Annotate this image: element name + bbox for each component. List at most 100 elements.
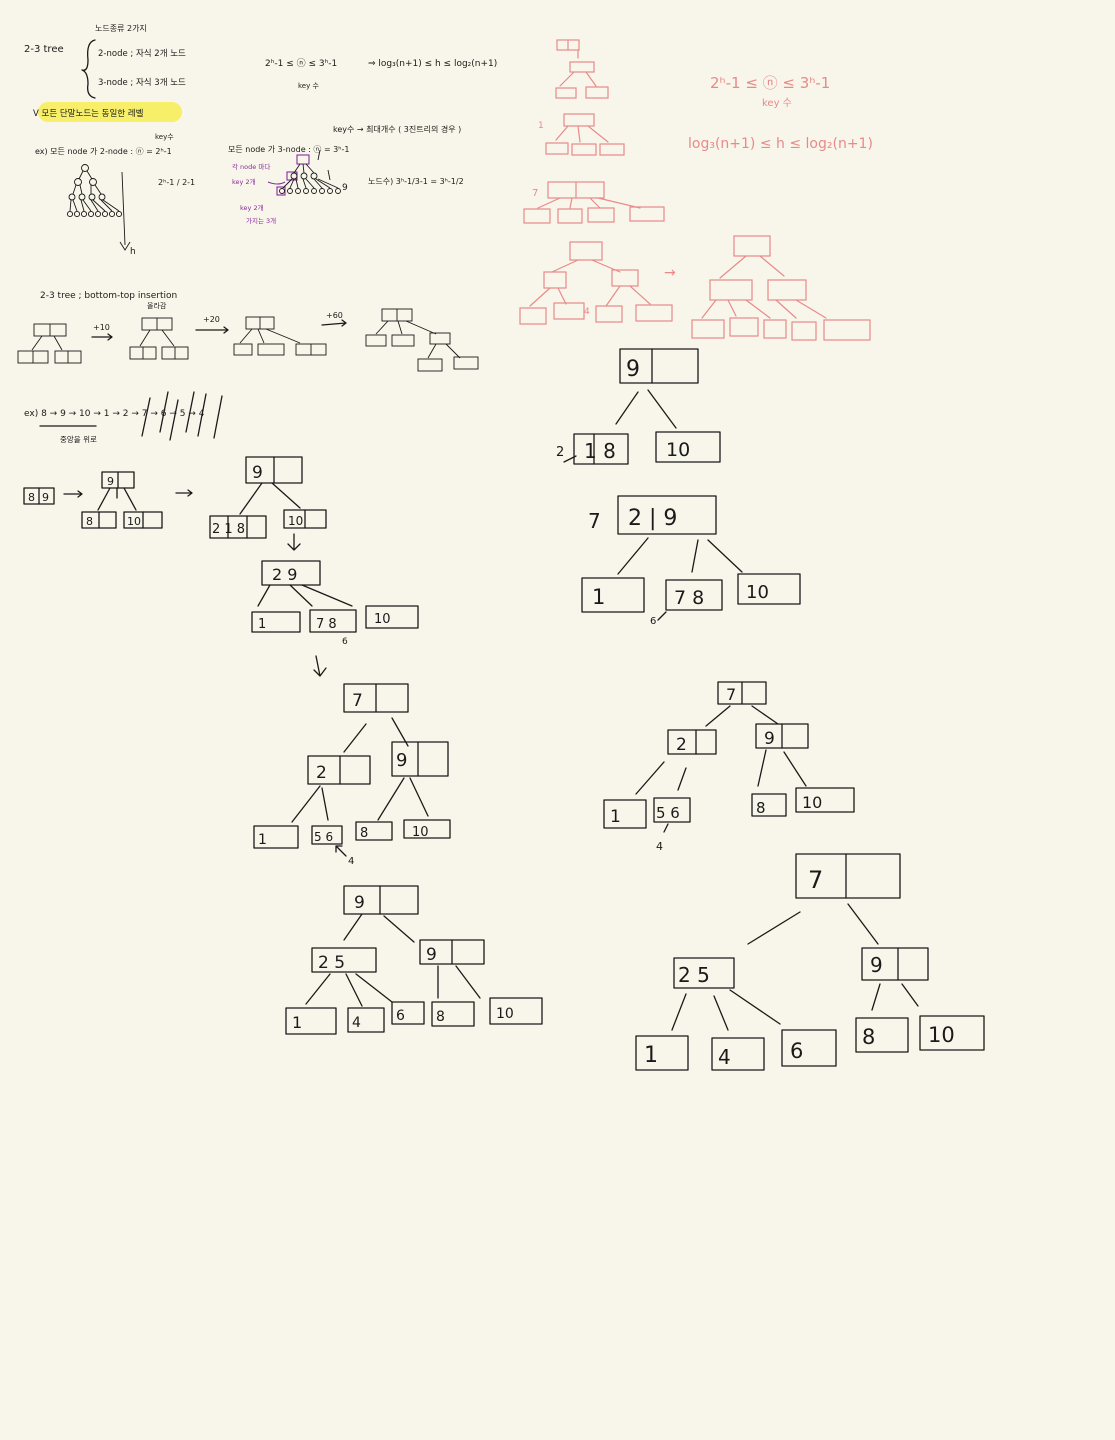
step1-key-b: 9 (42, 491, 49, 504)
step5-leaf-4: 4 (352, 1015, 361, 1031)
step3-arrow (313, 655, 327, 677)
insertion-sequence: ex) 8 → 9 → 10 → 1 → 2 → 7 → 6 → 5 → 4 (24, 409, 205, 419)
plus-10-label: +10 (93, 323, 110, 332)
binary-tree-sketch (66, 164, 131, 251)
step5: 9 2 5 9 1 4 6 8 10 (285, 885, 543, 1035)
sequence-subnote: 중앙을 위로 (60, 434, 97, 444)
arrow-1 (91, 333, 113, 341)
r4-leaf-4: 4 (718, 1045, 731, 1069)
ex2-leaf-9: 9 (342, 183, 348, 193)
r2-child-10: 10 (746, 582, 769, 603)
node3-definition: 3-node ; 자식 3개 노드 (98, 77, 186, 88)
r4-leaf-1: 1 (644, 1043, 658, 1068)
r2-root: 2 | 9 (628, 506, 677, 531)
pink-step-c: 4 (584, 307, 590, 317)
highlight-note: V 모든 단말노드는 동일한 레벨 (33, 102, 182, 122)
r3-leaf-1: 1 (610, 807, 621, 827)
step5-leaf-10: 10 (496, 1006, 514, 1022)
step5-root: 9 (354, 893, 365, 913)
r3-note: 4 (656, 840, 663, 853)
ex2-purple-4: 가지는 3개 (246, 216, 276, 225)
r3-leaf-56: 5 6 (656, 804, 680, 822)
brace-top-label: 노드종류 2가지 (95, 24, 147, 33)
step1-arrow (63, 490, 83, 498)
step4-mid-9: 9 (396, 750, 407, 771)
step4-mid-2: 2 (316, 763, 327, 783)
example-2-node: key수 ex) 모든 node 가 2-node : ⓝ = 2ʰ-1 2ʰ-… (35, 133, 195, 257)
r1-root: 9 (626, 357, 640, 382)
sequence-block: ex) 8 → 9 → 10 → 1 → 2 → 7 → 6 → 5 → 4 중… (24, 391, 223, 444)
step5-leaf-6: 6 (396, 1008, 405, 1024)
ternary-tree-sketch (267, 149, 341, 196)
right-tree-1: 9 1 8 10 2 (556, 348, 721, 465)
step5-leaf-1: 1 (292, 1013, 302, 1032)
height-label: h (130, 247, 136, 257)
r4-leaf-10: 10 (928, 1023, 955, 1047)
r2-child-1: 1 (592, 585, 605, 609)
r1-left: 1 8 (584, 439, 616, 463)
insertion-subtitle: 올라감 (147, 301, 167, 310)
r4-mid-9: 9 (870, 953, 883, 977)
ex1-fraction: 2ʰ-1 / 2-1 (158, 178, 195, 187)
step1-child-10: 10 (127, 515, 141, 528)
definition-brace (81, 39, 96, 99)
highlight-text: V 모든 단말노드는 동일한 레벨 (33, 108, 144, 119)
step1-root: 9 (107, 475, 114, 488)
ex2-purple-3: key 2개 (240, 203, 264, 212)
insertion-example-row: +10 +20 +60 (17, 308, 479, 372)
step2-right: 10 (288, 514, 303, 528)
r3-mid-2: 2 (676, 735, 687, 755)
step3: 2 9 1 7 8 10 6 (251, 560, 419, 677)
step5-mid-9: 9 (426, 945, 437, 965)
node2-definition: 2-node ; 자식 2개 노드 (98, 48, 186, 59)
pink-arrow: → (664, 265, 676, 281)
r4-root: 7 (808, 866, 823, 894)
step4-root: 7 (352, 691, 363, 711)
step4-leaf-10: 10 (412, 825, 429, 840)
step5-leaf-8: 8 (436, 1009, 445, 1025)
ex2-purple-1: 각 node 마다 (232, 162, 270, 171)
arrow-3 (321, 319, 347, 327)
step2: 9 2 1 8 10 (209, 456, 327, 551)
step4-note: 4 (348, 856, 354, 867)
insertion-header: 2-3 tree ; bottom-top insertion 올라감 (40, 291, 177, 310)
pink-key-inequality: 2ʰ-1 ≤ ⓝ ≤ 3ʰ-1 (710, 74, 830, 92)
step2-left: 2 1 8 (212, 522, 245, 537)
r4-leaf-8: 8 (862, 1025, 875, 1049)
ex2-text: 모든 node 가 3-node : ⓝ = 3ʰ-1 (228, 145, 350, 154)
ex2-node-count: 노드수) 3ʰ-1/3-1 = 3ʰ-1/2 (368, 177, 464, 186)
key-inequality: 2ʰ-1 ≤ ⓝ ≤ 3ʰ-1 (265, 58, 337, 69)
pink-key-note: key 수 (762, 97, 792, 109)
highlight-marker (38, 102, 182, 122)
r3-root: 7 (726, 685, 736, 704)
definition-block: 노드종류 2가지 2-3 tree 2-node ; 자식 2개 노드 3-no… (24, 24, 497, 99)
step2-arrow (287, 533, 301, 551)
example-3-node: key수 → 최대개수 ( 3진트리의 경우 ) 모든 node 가 3-nod… (228, 124, 464, 225)
sequence-strikes (141, 391, 223, 441)
r4-leaf-6: 6 (790, 1039, 803, 1063)
step3-child-1: 1 (258, 617, 266, 632)
r2-child-78: 7 8 (674, 587, 704, 609)
r4-mid-25: 2 5 (678, 963, 710, 987)
step4-leaf-56: 5 6 (314, 830, 333, 844)
step1: 8 9 9 8 10 (23, 471, 193, 529)
pink-sketches: 1 7 4 → 2ʰ-1 ≤ ⓝ ≤ 3ʰ-1 key 수 log₃(n+1) … (519, 39, 873, 341)
key-inequality-note: key 수 (298, 82, 319, 90)
pink-step-b: 7 (532, 188, 538, 199)
step3-note: 6 (342, 637, 348, 647)
step1-key-a: 8 (28, 491, 35, 504)
insertion-title: 2-3 tree ; bottom-top insertion (40, 291, 177, 301)
pink-height-inequality: log₃(n+1) ≤ h ≤ log₂(n+1) (688, 136, 873, 152)
r3-leaf-8: 8 (756, 799, 766, 817)
r1-right: 10 (666, 439, 690, 461)
pink-step-a: 1 (538, 121, 544, 131)
step2-root: 9 (252, 463, 263, 483)
step3-root: 2 9 (272, 565, 297, 584)
right-tree-4: 7 2 5 9 1 4 6 8 10 (635, 853, 985, 1071)
arrow-2 (195, 326, 229, 334)
ex2-top-note: key수 → 최대개수 ( 3진트리의 경우 ) (333, 124, 461, 134)
step3-child-78: 7 8 (316, 617, 337, 632)
step3-child-10: 10 (374, 612, 391, 627)
step1-child-8: 8 (86, 515, 93, 528)
